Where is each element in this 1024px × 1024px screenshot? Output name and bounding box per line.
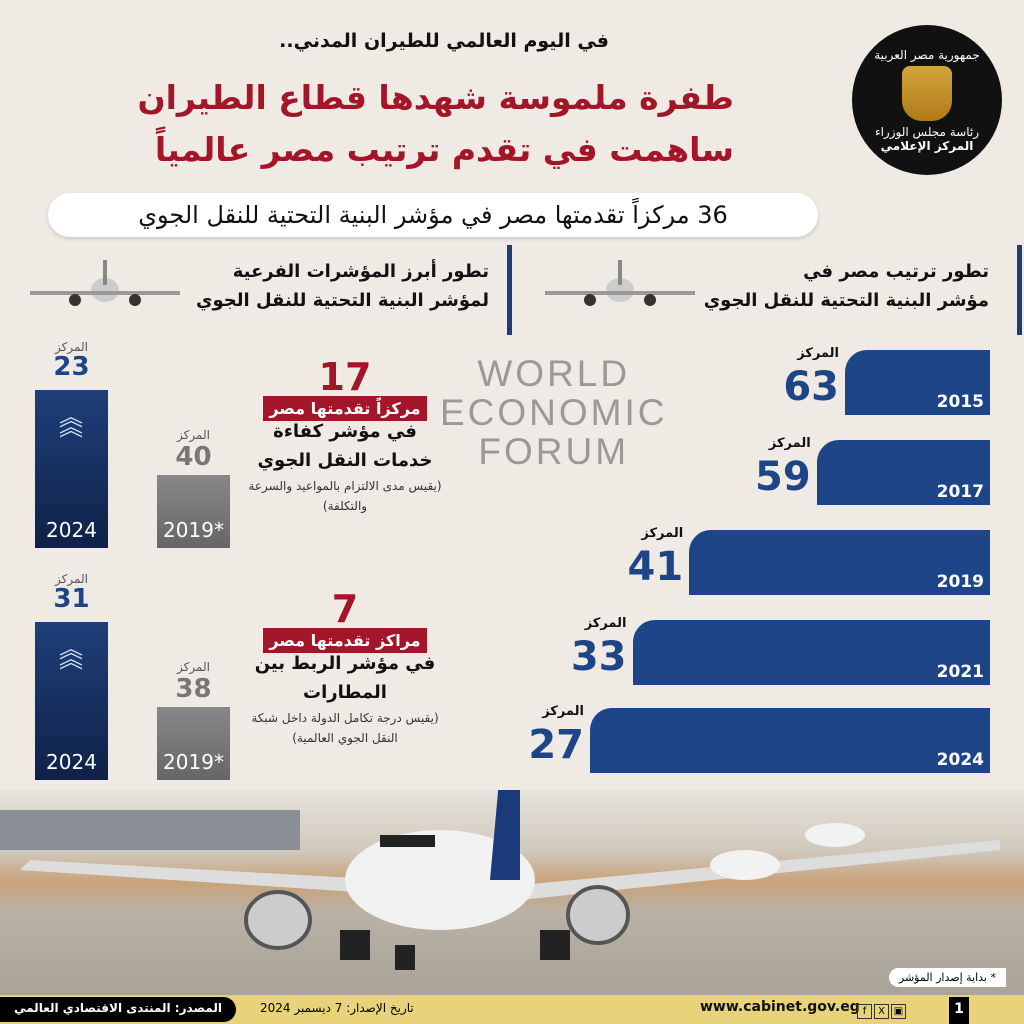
advance-number: 17 (318, 355, 372, 399)
rank-2019-bar: 2019* (157, 475, 230, 548)
website-link[interactable]: www.cabinet.gov.eg (700, 999, 860, 1015)
rank-label: المركز (641, 526, 684, 541)
logo-text-bottom: المركز الإعلامي (880, 138, 974, 153)
rank-label: المركز (177, 428, 210, 442)
airplane-icon (545, 260, 695, 306)
rank-bar-2015: 2015 (845, 350, 990, 415)
rank-label: المركز (55, 572, 88, 586)
rank-2024-value: 23 (53, 352, 90, 382)
left-section-heading: تطور أبرز المؤشرات الفرعية لمؤشر البنية … (196, 258, 489, 316)
rank-label: المركز (768, 436, 811, 451)
cabinet-logo: جمهورية مصر العربية رئاسة مجلس الوزراء ا… (852, 25, 1002, 175)
eagle-emblem-icon (902, 65, 952, 121)
bar-year-label: 2019 (936, 572, 984, 592)
rank-value: 63 (783, 364, 839, 410)
wef-logo: WORLD ECONOMIC FORUM (440, 353, 668, 472)
rank-label: المركز (55, 340, 88, 354)
rank-2019-value: 40 (175, 442, 212, 472)
rank-bar-2017: 2017 (816, 440, 990, 505)
indicator-note: (يقيس مدى الالتزام بالمواعيد والسرعة وال… (248, 478, 442, 513)
youtube-icon[interactable]: ▣ (891, 1004, 906, 1019)
airplane-photo-illustration (0, 660, 1000, 970)
year-label: 2019* (163, 750, 224, 774)
rank-value: 27 (528, 722, 584, 768)
airport-photo (0, 660, 1024, 995)
airplane-icon (30, 260, 180, 306)
rank-value: 41 (627, 544, 684, 590)
rank-2019-value: 38 (175, 674, 212, 704)
rank-2024-bar: ︽ ︽ 2024 (35, 622, 108, 780)
source-label: المصدر: المنتدى الاقتصادي العالمي (0, 997, 236, 1022)
indicator-text: 17 مركزاً تقدمتها مصر في مؤشر كفاءة خدما… (245, 355, 445, 516)
rank-2019-bar: 2019* (157, 707, 230, 780)
rank-bar-2021: 2021 (632, 620, 990, 685)
right-section-heading: تطور ترتيب مصر في مؤشر البنية التحتية لل… (704, 258, 989, 316)
rank-label: المركز (177, 660, 210, 674)
divider (507, 245, 512, 335)
rank-label: المركز (542, 704, 584, 719)
heading-line: تطور ترتيب مصر في (803, 261, 989, 282)
heading-line: لمؤشر البنية التحتية للنقل الجوي (196, 289, 489, 311)
bar-year-label: 2024 (936, 750, 984, 770)
year-label: 2024 (46, 750, 97, 774)
rank-value: 59 (755, 454, 811, 500)
indicator-text: 7 مراكز تقدمتها مصر في مؤشر الربط بين ال… (245, 587, 445, 748)
indicator-title: في مؤشر الربط بين المطارات (254, 653, 436, 703)
chevron-up-icon: ︽ ︽ (59, 635, 83, 673)
rank-2024-value: 31 (53, 584, 90, 614)
rank-label: المركز (584, 616, 627, 631)
bar-year-label: 2017 (936, 482, 984, 502)
kicker-text: في اليوم العالمي للطيران المدني.. (279, 30, 609, 52)
rank-value: 33 (570, 634, 627, 680)
chevron-up-icon: ︽ ︽ (59, 403, 83, 441)
rank-bar-2024: 2024 (590, 708, 990, 773)
rank-label: المركز (797, 346, 839, 361)
rank-bar-2019: 2019 (689, 530, 990, 595)
logo-text-mid: رئاسة مجلس الوزراء (874, 124, 980, 139)
issue-date: تاريخ الإصدار: 7 ديسمبر 2024 (260, 1001, 414, 1015)
year-label: 2024 (46, 518, 97, 542)
rank-2024-bar: ︽ ︽ 2024 (35, 390, 108, 548)
title-line-1: طفرة ملموسة شهدها قطاع الطيران (137, 78, 734, 117)
bar-year-label: 2021 (936, 662, 984, 682)
wef-line: FORUM (478, 430, 630, 472)
heading-line: مؤشر البنية التحتية للنقل الجوي (703, 289, 989, 311)
indicator-title: في مؤشر كفاءة خدمات النقل الجوي (257, 421, 433, 471)
footnote: * بداية إصدار المؤشر (888, 968, 1006, 987)
divider (1017, 245, 1022, 335)
page-number: 1 (949, 997, 969, 1024)
indicator-note: (يقيس درجة تكامل الدولة داخل شبكة النقل … (251, 710, 439, 745)
x-icon[interactable]: X (874, 1004, 889, 1019)
bar-year-label: 2015 (936, 392, 984, 412)
title-line-2: ساهمت في تقدم ترتيب مصر عالمياً (154, 130, 734, 169)
advance-number: 7 (331, 587, 359, 631)
advance-label: مراكز تقدمتها مصر (263, 628, 427, 653)
wef-line: WORLD (477, 353, 631, 394)
wef-line: ECONOMIC (440, 391, 668, 433)
social-icons: f X ▣ (855, 999, 906, 1019)
logo-text-top: جمهورية مصر العربية (874, 47, 980, 62)
facebook-icon[interactable]: f (857, 1004, 872, 1019)
advance-label: مركزاً تقدمتها مصر (263, 396, 427, 421)
year-label: 2019* (163, 518, 224, 542)
heading-line: تطور أبرز المؤشرات الفرعية (232, 261, 489, 282)
subtitle-pill: 36 مركزاً تقدمتها مصر في مؤشر البنية الت… (48, 193, 818, 237)
